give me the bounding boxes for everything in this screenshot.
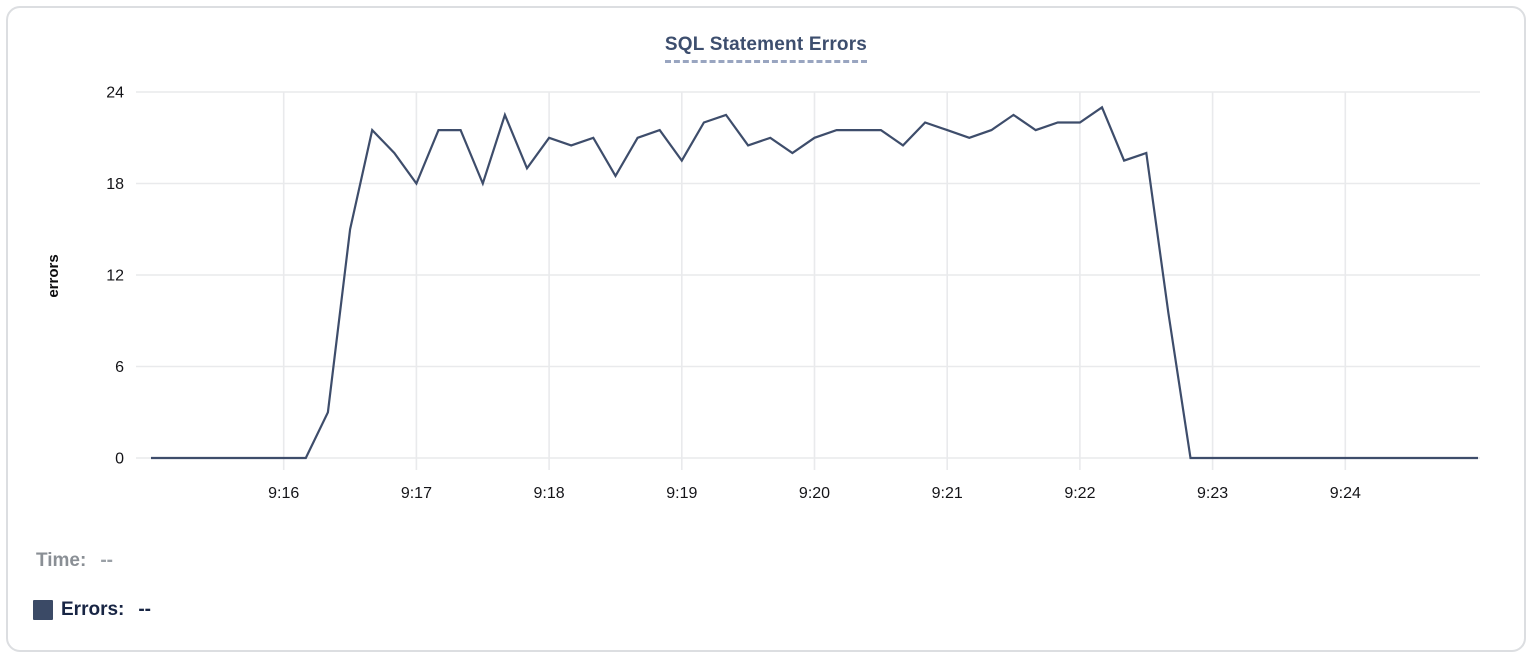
legend-errors-row: Errors: -- (33, 599, 151, 621)
y-tick-label: 12 (106, 268, 124, 285)
sql-errors-line-chart[interactable]: 24 18 12 6 0 9:16 9:17 9:18 9:19 9:20 9:21 9:22 9:23… (8, 8, 1528, 520)
errors-series-swatch-icon (33, 600, 53, 620)
y-tick-label: 0 (115, 451, 124, 468)
x-tick-label: 9:23 (1197, 485, 1228, 502)
legend-time-label: Time: (36, 550, 87, 571)
x-tick-label: 9:20 (799, 485, 830, 502)
x-tick-label: 9:22 (1064, 485, 1095, 502)
chart-title-row: SQL Statement Errors (8, 34, 1524, 63)
legend-time-value: -- (100, 550, 113, 571)
x-tick-label: 9:16 (268, 485, 299, 502)
errors-series-line[interactable] (151, 105, 1478, 460)
legend-time-row: Time: -- (36, 550, 113, 572)
y-axis-label: errors (45, 254, 62, 297)
y-tick-label: 6 (115, 359, 124, 376)
x-tick-label: 9:18 (534, 485, 565, 502)
x-tick-label: 9:19 (666, 485, 697, 502)
chart-title[interactable]: SQL Statement Errors (664, 34, 868, 63)
chart-card: SQL Statement Errors 24 18 12 6 0 9:16 9:17 9:1… (6, 6, 1526, 652)
legend-errors-value: -- (138, 599, 152, 620)
legend-errors-label: Errors: (61, 599, 125, 620)
x-tick-label: 9:21 (932, 485, 963, 502)
y-tick-label: 24 (106, 85, 124, 102)
x-tick-label: 9:17 (401, 485, 432, 502)
x-tick-label: 9:24 (1330, 485, 1361, 502)
y-tick-label: 18 (106, 176, 124, 193)
